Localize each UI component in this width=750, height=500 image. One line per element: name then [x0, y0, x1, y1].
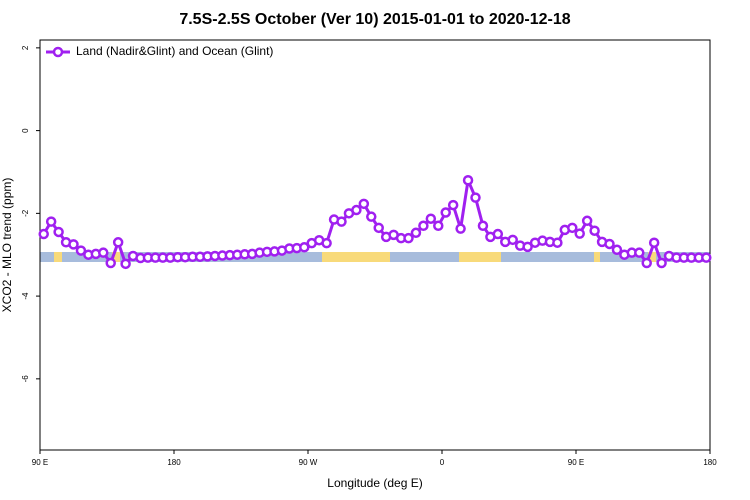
- data-point: [634, 247, 645, 258]
- data-point: [455, 223, 466, 234]
- data-point: [567, 222, 578, 234]
- data-point: [112, 237, 124, 248]
- data-point: [433, 220, 444, 232]
- y-tick-label: 0: [21, 128, 30, 133]
- x-tick-label: 180: [703, 458, 717, 467]
- data-point: [477, 220, 489, 232]
- data-point: [410, 227, 422, 239]
- data-point: [641, 257, 652, 269]
- y-axis-title: XCO2 - MLO trend (ppm): [0, 178, 14, 313]
- surface-bar: [40, 252, 710, 262]
- legend-label: Land (Nadir&Glint) and Ocean (Glint): [76, 44, 273, 58]
- data-point: [45, 216, 57, 227]
- data-point: [98, 247, 109, 258]
- x-tick-label: 180: [167, 458, 181, 467]
- data-point: [522, 241, 533, 253]
- y-tick-label: -6: [21, 375, 30, 383]
- data-point: [440, 207, 451, 218]
- data-point: [470, 192, 481, 203]
- data-point: [321, 237, 332, 249]
- data-point: [68, 239, 79, 250]
- data-point: [648, 237, 660, 248]
- series-line: [42, 174, 707, 267]
- land-band: [594, 252, 600, 262]
- land-band: [648, 252, 656, 262]
- plot-frame: [39, 39, 711, 451]
- legend-swatch-marker: [52, 46, 64, 58]
- data-point: [589, 225, 600, 236]
- land-band: [112, 252, 120, 262]
- data-point: [53, 226, 64, 238]
- x-axis-title: Longitude (deg E): [327, 476, 422, 490]
- data-point: [447, 199, 459, 211]
- data-point: [336, 216, 347, 227]
- data-point: [462, 175, 474, 186]
- data-point: [574, 228, 585, 239]
- data-point: [611, 244, 623, 256]
- data-point: [373, 222, 384, 234]
- data-point: [299, 242, 310, 253]
- land-band: [459, 252, 501, 262]
- data-point: [656, 257, 667, 269]
- land-band: [322, 252, 390, 262]
- data-point: [418, 220, 429, 232]
- data-point: [507, 234, 518, 246]
- data-point: [105, 257, 116, 269]
- data-point: [38, 228, 49, 240]
- x-tick-label: 90 E: [32, 458, 48, 467]
- data-point: [75, 245, 87, 256]
- data-point: [552, 237, 563, 248]
- chart-title: 7.5S-2.5S October (Ver 10) 2015-01-01 to…: [179, 11, 570, 28]
- y-tick-label: -2: [21, 209, 30, 217]
- y-tick-label: -4: [21, 292, 30, 300]
- data-point: [358, 198, 370, 210]
- data-point: [351, 204, 362, 216]
- x-tick-label: 90 E: [568, 458, 584, 467]
- data-point: [403, 232, 414, 244]
- data-point: [120, 258, 131, 270]
- data-point: [366, 211, 377, 222]
- data-point: [701, 252, 712, 263]
- data-point: [492, 228, 504, 240]
- data-point: [604, 238, 615, 250]
- data-point: [425, 213, 437, 224]
- x-tick-label: 0: [440, 458, 445, 467]
- y-tick-label: 2: [21, 45, 30, 50]
- data-point: [581, 215, 593, 227]
- x-tick-label: 90 W: [299, 458, 318, 467]
- land-band: [54, 252, 62, 262]
